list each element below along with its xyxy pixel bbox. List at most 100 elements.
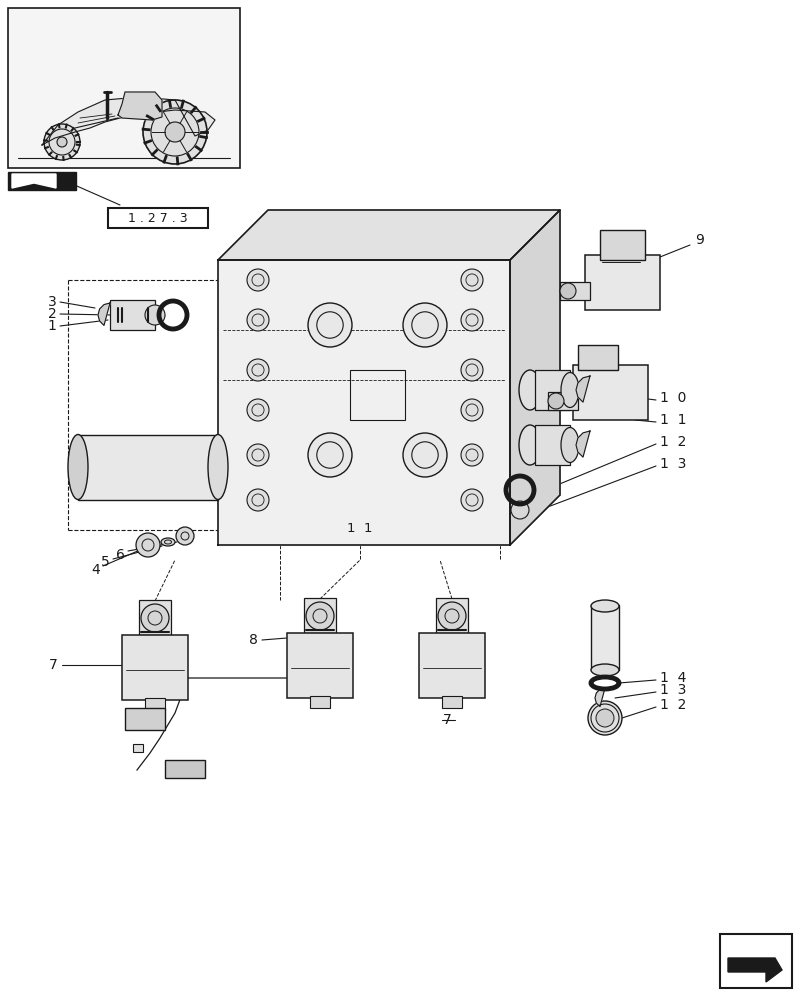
Bar: [165, 760, 204, 778]
Circle shape: [510, 501, 528, 519]
Bar: [719, 934, 791, 988]
Bar: [418, 633, 484, 698]
Text: 9: 9: [694, 233, 703, 247]
Bar: [577, 345, 617, 370]
Circle shape: [176, 527, 194, 545]
Bar: [584, 255, 659, 310]
Circle shape: [135, 533, 160, 557]
Bar: [534, 370, 569, 410]
Polygon shape: [509, 210, 560, 545]
Circle shape: [461, 399, 483, 421]
Circle shape: [44, 124, 80, 160]
Bar: [534, 425, 569, 465]
Bar: [303, 598, 336, 633]
Bar: [441, 696, 461, 708]
Circle shape: [141, 604, 169, 632]
Text: 6: 6: [116, 548, 125, 562]
Polygon shape: [12, 174, 56, 188]
Circle shape: [461, 309, 483, 331]
Circle shape: [595, 709, 613, 727]
Bar: [78, 435, 217, 500]
Ellipse shape: [208, 434, 228, 499]
Bar: [436, 598, 467, 633]
Text: 8: 8: [249, 633, 258, 647]
Circle shape: [247, 269, 268, 291]
Ellipse shape: [161, 538, 175, 546]
Polygon shape: [575, 431, 590, 457]
Circle shape: [402, 433, 446, 477]
Bar: [573, 365, 647, 420]
Circle shape: [247, 359, 268, 381]
Text: 4: 4: [91, 563, 100, 577]
Ellipse shape: [590, 600, 618, 612]
Polygon shape: [98, 303, 109, 325]
Circle shape: [143, 100, 207, 164]
Polygon shape: [594, 688, 604, 707]
Circle shape: [307, 303, 351, 347]
Circle shape: [461, 359, 483, 381]
Bar: [560, 282, 590, 300]
Bar: [547, 392, 577, 410]
Circle shape: [307, 433, 351, 477]
Polygon shape: [118, 92, 162, 120]
Bar: [133, 744, 143, 752]
Circle shape: [402, 303, 446, 347]
Circle shape: [547, 393, 564, 409]
Circle shape: [145, 305, 165, 325]
Ellipse shape: [590, 664, 618, 676]
Circle shape: [461, 269, 483, 291]
Text: 7: 7: [49, 658, 58, 672]
Bar: [590, 605, 618, 670]
Bar: [8, 8, 240, 168]
Ellipse shape: [518, 370, 540, 410]
Ellipse shape: [518, 425, 540, 465]
Polygon shape: [217, 260, 509, 545]
Polygon shape: [727, 958, 781, 982]
Text: 1  3: 1 3: [659, 457, 685, 471]
Circle shape: [247, 399, 268, 421]
Text: 1  3: 1 3: [659, 683, 685, 697]
Ellipse shape: [560, 428, 578, 462]
Text: 1  1: 1 1: [659, 413, 685, 427]
Polygon shape: [42, 97, 215, 145]
Bar: [599, 230, 644, 260]
Text: 1  4: 1 4: [659, 671, 685, 685]
Bar: [310, 696, 329, 708]
Bar: [145, 698, 165, 710]
Circle shape: [461, 489, 483, 511]
Text: 0 1: 0 1: [281, 219, 303, 233]
Bar: [8, 172, 76, 190]
Text: 1  2: 1 2: [659, 698, 685, 712]
Circle shape: [247, 309, 268, 331]
Text: 1  0: 1 0: [659, 391, 685, 405]
Text: 1: 1: [48, 319, 57, 333]
Bar: [108, 208, 208, 228]
Circle shape: [247, 444, 268, 466]
Circle shape: [306, 602, 333, 630]
Bar: [125, 708, 165, 730]
Bar: [350, 370, 405, 420]
Circle shape: [57, 137, 67, 147]
Text: 1  2: 1 2: [659, 435, 685, 449]
Circle shape: [165, 122, 185, 142]
Bar: [122, 635, 188, 700]
Polygon shape: [217, 210, 560, 260]
Text: 1 . 2 7 . 3: 1 . 2 7 . 3: [128, 212, 187, 225]
Text: 0 2: 0 2: [350, 219, 372, 233]
Ellipse shape: [68, 434, 88, 499]
Ellipse shape: [560, 372, 578, 408]
Bar: [109, 300, 155, 330]
Circle shape: [587, 701, 621, 735]
Text: 5: 5: [101, 555, 109, 569]
Circle shape: [461, 444, 483, 466]
Text: 3: 3: [48, 295, 56, 309]
Polygon shape: [575, 376, 590, 402]
Text: 7: 7: [443, 713, 452, 727]
Bar: [286, 633, 353, 698]
Text: 1  1: 1 1: [347, 522, 372, 534]
Circle shape: [437, 602, 466, 630]
Circle shape: [247, 489, 268, 511]
Circle shape: [560, 283, 575, 299]
Bar: [139, 600, 171, 635]
Text: 2: 2: [48, 307, 56, 321]
